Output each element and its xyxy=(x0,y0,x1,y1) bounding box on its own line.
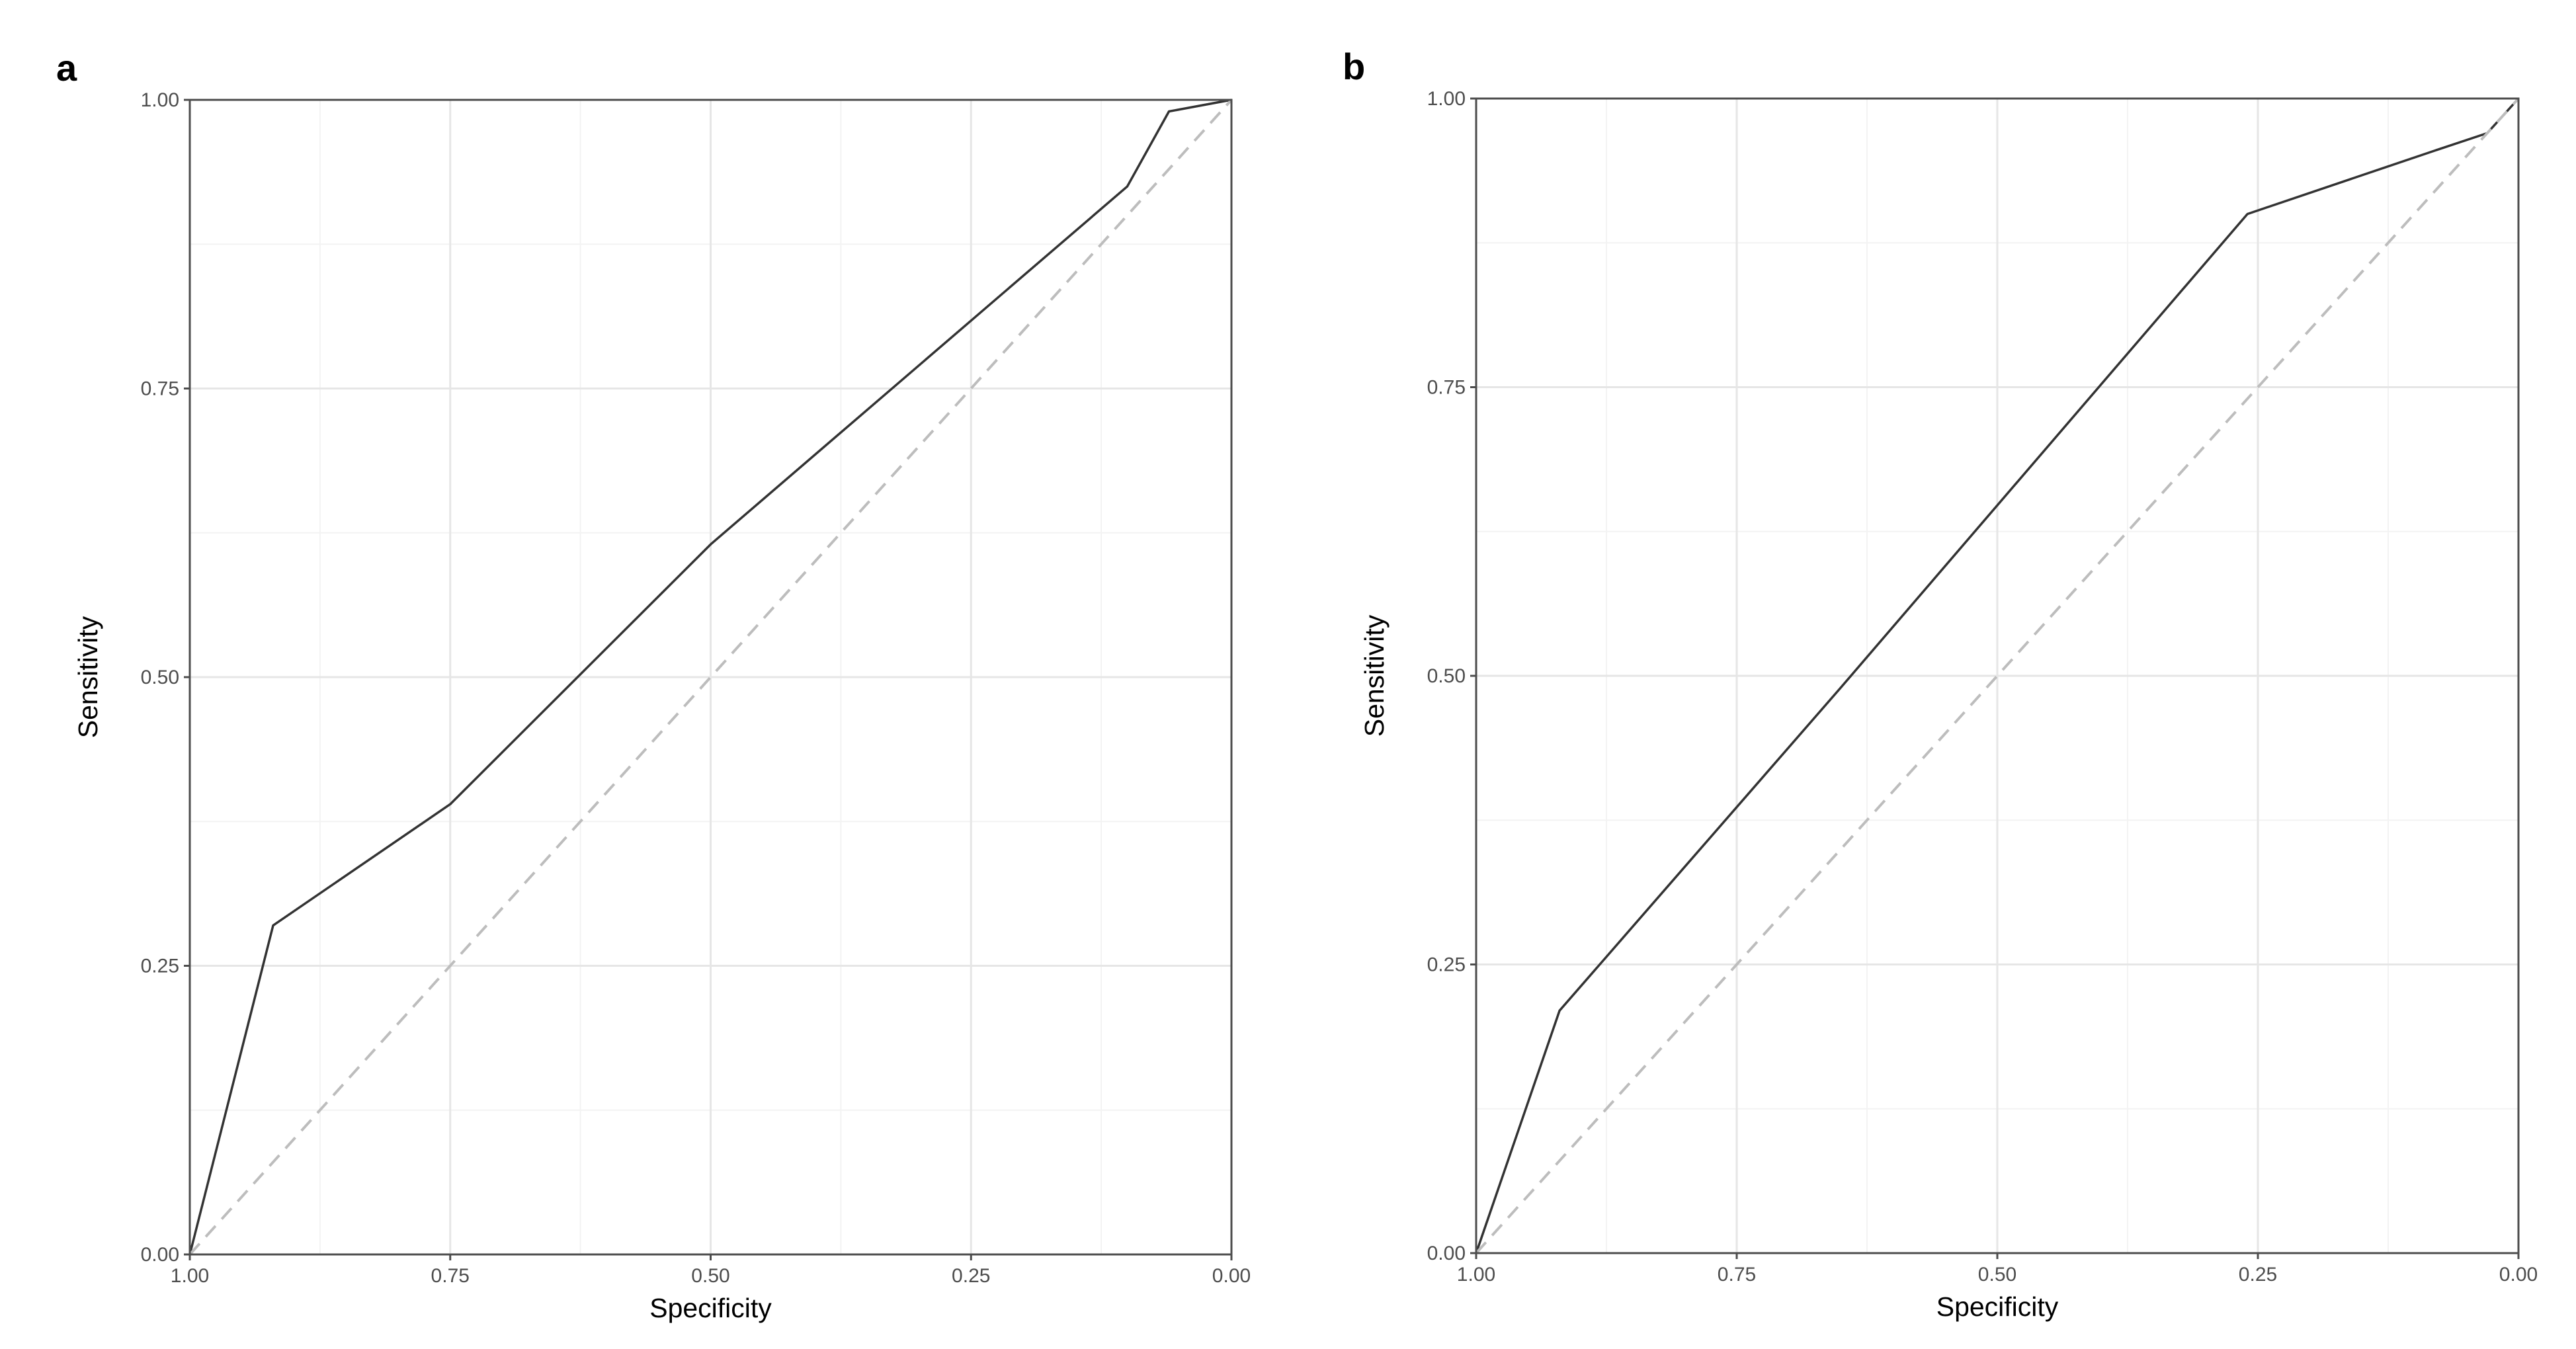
x-tick-label: 1.00 xyxy=(1457,1264,1495,1286)
y-tick-label: 0.25 xyxy=(141,956,179,977)
x-tick-label: 0.50 xyxy=(691,1265,729,1287)
x-tick-label: 0.00 xyxy=(2499,1264,2538,1286)
panel-b: 0.00 0.25 0.50 0.75 1.00 1.00 0.75 0.50 0.25 0.00… xyxy=(1343,46,2538,1322)
y-tick-label: 0.00 xyxy=(141,1244,179,1266)
chance-diagonal-line xyxy=(188,99,1233,1256)
y-tick-label: 0.75 xyxy=(141,378,179,400)
y-tick-label: 0.25 xyxy=(1427,954,1466,976)
y-tick-label: 0.75 xyxy=(1427,377,1466,399)
x-tick-label: 0.00 xyxy=(1212,1265,1251,1287)
chance-diagonal-line xyxy=(1475,97,2520,1254)
x-axis-title: Specificity xyxy=(649,1293,772,1323)
y-tick-label: 0.50 xyxy=(1427,665,1466,687)
panel-a: 0.00 0.25 0.50 0.75 1.00 1.00 0.75 0.50 0.25 0.00… xyxy=(56,47,1251,1323)
x-tick-label: 0.50 xyxy=(1978,1264,2016,1286)
panel-letter: b xyxy=(1343,46,1365,87)
roc-curve-line xyxy=(188,99,1232,1255)
x-axis-title: Specificity xyxy=(1936,1291,2059,1322)
x-tick-label: 0.25 xyxy=(2239,1264,2277,1286)
x-tick-label: 1.00 xyxy=(171,1265,209,1287)
y-tick-label: 1.00 xyxy=(1427,88,1466,110)
y-tick-label: 0.00 xyxy=(1427,1243,1466,1264)
x-tick-label: 0.25 xyxy=(952,1265,990,1287)
y-tick-label: 0.50 xyxy=(141,667,179,688)
y-tick-label: 1.00 xyxy=(141,89,179,111)
x-tick-label: 0.75 xyxy=(431,1265,470,1287)
y-axis-title: Sensitivity xyxy=(73,616,103,738)
x-tick-label: 0.75 xyxy=(1718,1264,1756,1286)
y-axis-title: Sensitivity xyxy=(1359,614,1390,737)
panel-letter: a xyxy=(56,47,77,89)
